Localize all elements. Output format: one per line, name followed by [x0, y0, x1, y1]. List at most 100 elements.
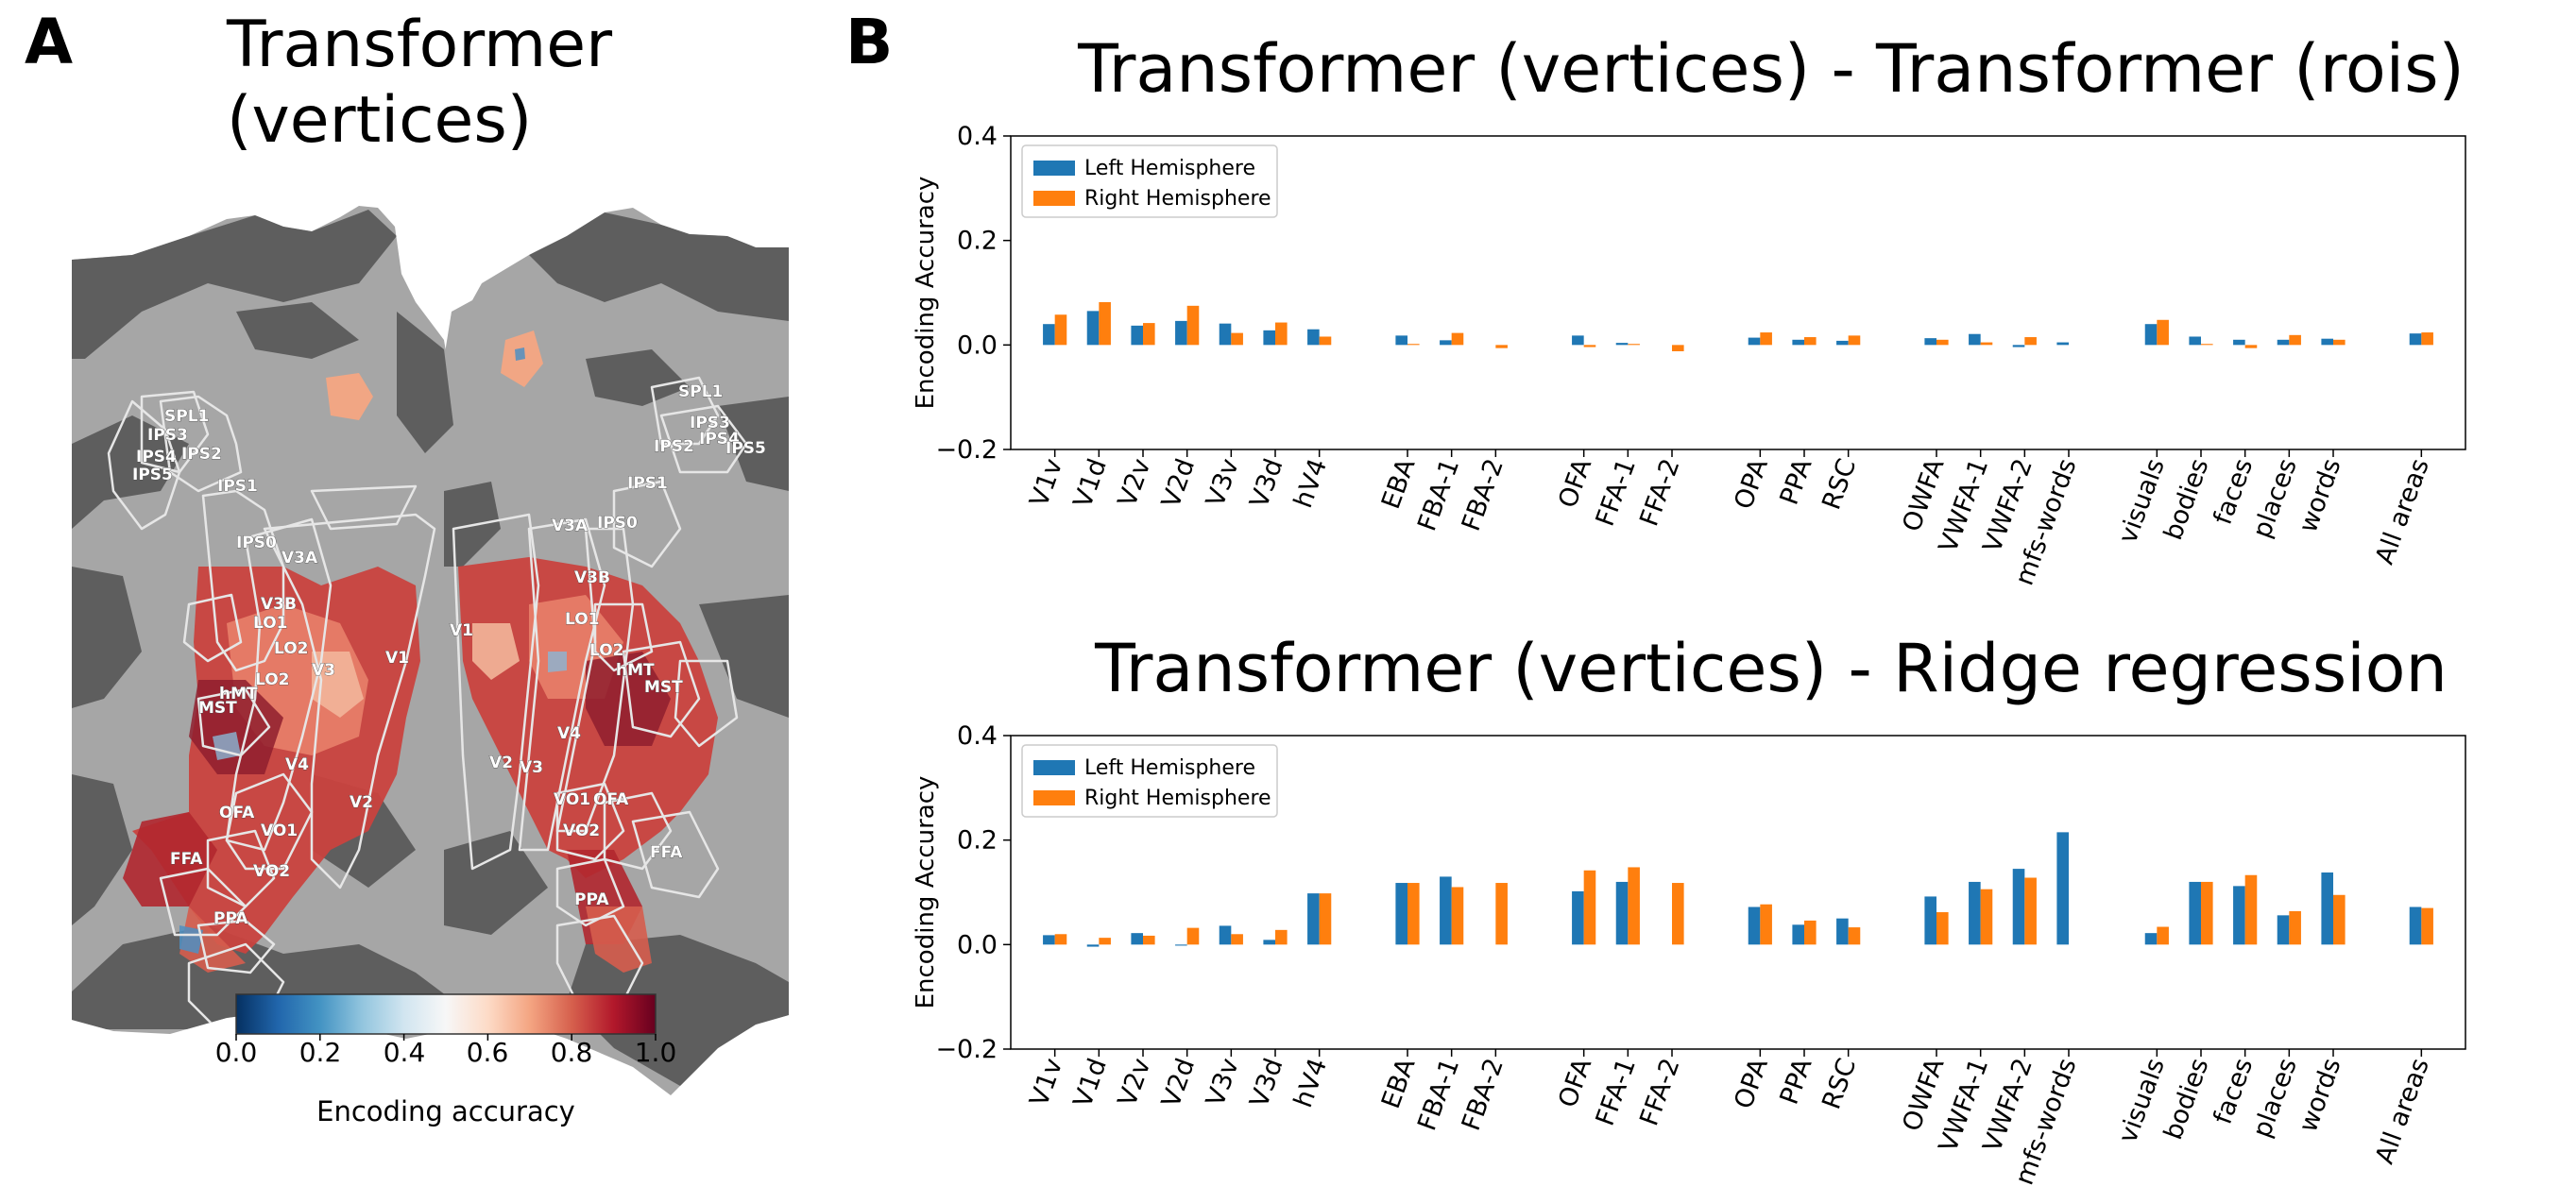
- roi-label: IPS1: [627, 474, 668, 493]
- bar-left-VWFA-2: [2012, 869, 2025, 945]
- roi-labels-right: SPL1 IPS3 IPS2 IPS4 IPS5 IPS1 V3A IPS0 V…: [450, 382, 767, 910]
- bar-left-OPA: [1748, 337, 1761, 346]
- bar-right-V3v: [1231, 332, 1243, 346]
- legend-swatch: [1033, 161, 1075, 176]
- bar-right-OWFA: [1936, 339, 1949, 346]
- bar-left-OWFA: [1924, 896, 1936, 945]
- roi-labels-left: SPL1 IPS3 IPS2 IPS4 IPS5 IPS1 IPS0 V3A V…: [132, 407, 410, 929]
- bar-right-hV4: [1319, 893, 1332, 945]
- roi-label: LO1: [253, 614, 288, 633]
- bar-right-VWFA-2: [2024, 337, 2037, 346]
- x-tick-label: faces: [2209, 1055, 2260, 1128]
- legend-swatch: [1033, 760, 1075, 775]
- bar-left-VWFA-1: [1969, 333, 1981, 346]
- bar-left-mfs-words: [2056, 342, 2069, 346]
- colorbar-tick: 0.0: [214, 1037, 258, 1068]
- bar-left-V3v: [1219, 925, 1232, 945]
- bar-left-RSC: [1836, 340, 1849, 346]
- bar-right-FFA-2: [1672, 345, 1684, 351]
- bar-right-VWFA-2: [2024, 877, 2037, 945]
- bar-left-PPA: [1792, 924, 1804, 945]
- roi-label: IPS5: [725, 439, 766, 458]
- x-tick-label: OPA: [1729, 1054, 1774, 1112]
- colorbar-tick: 0.8: [550, 1037, 593, 1068]
- bar-right-VWFA-1: [1980, 342, 1993, 346]
- x-tick-label: RSC: [1817, 1055, 1862, 1113]
- bar-right-V1v: [1054, 934, 1067, 945]
- x-tick-label: hV4: [1288, 455, 1333, 512]
- roi-label: IPS1: [217, 477, 258, 496]
- bar-right-faces: [2244, 345, 2258, 348]
- x-tick-label: FFA-2: [1634, 455, 1685, 531]
- bar-left-mfs-words: [2056, 832, 2069, 945]
- roi-label: V4: [557, 724, 581, 743]
- bar-left-faces: [2233, 886, 2245, 945]
- bar-right-FBA-1: [1451, 887, 1464, 945]
- roi-label: LO1: [565, 610, 600, 629]
- bar-right-V2d: [1186, 305, 1200, 346]
- y-axis-label: Encoding Accuracy: [912, 776, 940, 1009]
- bar-right-OPA: [1760, 332, 1772, 346]
- roi-label: FFA: [170, 850, 203, 869]
- plot-frame: [1010, 735, 2466, 1050]
- roi-label: OFA: [219, 804, 255, 822]
- bar-right-V3d: [1275, 322, 1288, 346]
- bar-right-OFA: [1583, 870, 1596, 945]
- y-axis-label: Encoding Accuracy: [912, 177, 940, 410]
- bar-left-visuals: [2144, 324, 2158, 346]
- bar-right-V2d: [1186, 927, 1200, 945]
- roi-label: hMT: [616, 661, 655, 680]
- bar-right-visuals: [2157, 926, 2169, 945]
- roi-label: VO1: [554, 790, 590, 809]
- roi-outlines: [107, 376, 748, 1031]
- bar-left-EBA: [1395, 335, 1407, 346]
- x-tick-label: V1v: [1024, 455, 1068, 511]
- colorbar-tick: 1.0: [634, 1037, 677, 1068]
- roi-label: LO2: [274, 639, 309, 658]
- y-tick-label: 0.4: [957, 122, 998, 151]
- bar-right-V2v: [1143, 935, 1155, 945]
- bar-right-V3v: [1231, 934, 1243, 945]
- x-tick-label: FFA-2: [1634, 1055, 1685, 1130]
- legend-box: [1021, 144, 1278, 218]
- roi-label: VO2: [253, 862, 290, 881]
- roi-label: V3B: [574, 568, 610, 587]
- roi-label: V2: [489, 754, 513, 772]
- bar-right-FBA-1: [1451, 332, 1464, 346]
- bar-right-PPA: [1804, 920, 1817, 945]
- bar-left-PPA: [1792, 339, 1804, 346]
- bar-left-V2d: [1175, 320, 1187, 346]
- bar-left-words: [2321, 338, 2333, 346]
- x-tick-label: V1d: [1068, 455, 1113, 512]
- bar-left-V3d: [1263, 940, 1275, 945]
- colorbar-ticks: [235, 1034, 657, 1041]
- bar-right-PPA: [1804, 337, 1817, 346]
- x-tick-label: OFA: [1553, 1054, 1597, 1111]
- roi-label: IPS2: [654, 437, 694, 456]
- y-tick-label: 0.2: [957, 826, 998, 856]
- y-tick-label: 0.4: [957, 721, 998, 751]
- roi-label: VO2: [563, 822, 600, 840]
- y-tick-label: −0.2: [935, 1035, 998, 1064]
- roi-label: MST: [644, 678, 683, 697]
- bar-left-VWFA-1: [1969, 881, 1981, 945]
- accuracy-overlay-left: [123, 373, 420, 973]
- bar-left-hV4: [1307, 893, 1320, 945]
- roi-label: V3B: [261, 595, 297, 614]
- x-tick-label: V2v: [1113, 455, 1157, 511]
- x-tick-label: All areas: [2370, 1055, 2435, 1168]
- colorbar-tick: 0.4: [383, 1037, 426, 1068]
- y-tick-label: 0.2: [957, 227, 998, 256]
- x-tick-label: hV4: [1288, 1055, 1333, 1111]
- x-tick-label: faces: [2209, 455, 2260, 529]
- roi-label: FFA: [650, 843, 683, 862]
- x-tick-label: EBA: [1376, 454, 1422, 513]
- bar-right-FFA-1: [1628, 344, 1640, 346]
- bar-left-V1d: [1086, 944, 1100, 947]
- roi-label: V4: [285, 755, 309, 774]
- bar-left-bodies: [2189, 881, 2201, 945]
- roi-label: V1: [385, 649, 409, 668]
- bar-left-V2v: [1131, 933, 1143, 945]
- x-tick-label: V1v: [1024, 1055, 1068, 1110]
